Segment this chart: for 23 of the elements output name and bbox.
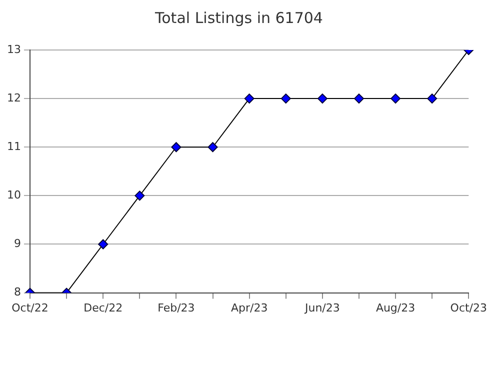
point <box>317 94 328 104</box>
y-tick-label: 10 <box>6 188 21 202</box>
point <box>427 94 438 104</box>
point <box>280 94 291 104</box>
point <box>134 190 145 201</box>
chart-title: Total Listings in 61704 <box>154 8 323 27</box>
y-tick-label: 13 <box>6 42 21 56</box>
x-tick-label: Aug/23 <box>376 301 416 314</box>
point <box>171 142 182 152</box>
y-tick-label: 12 <box>6 91 21 104</box>
y-tick-label: 8 <box>14 286 21 299</box>
x-tick-label: Apr/23 <box>230 301 268 314</box>
x-tick-label: Dec/22 <box>84 301 123 314</box>
point <box>244 94 254 104</box>
x-tick-label: Feb/23 <box>158 301 195 314</box>
x-tick-label: Jun/23 <box>304 301 340 314</box>
y-tick-label: 11 <box>6 140 21 153</box>
point <box>208 142 218 152</box>
point <box>354 94 364 104</box>
x-tick-label: Oct/23 <box>450 301 488 314</box>
point <box>390 94 401 104</box>
x-tick-label: Oct/22 <box>12 301 48 314</box>
y-tick-label: 9 <box>14 237 21 250</box>
